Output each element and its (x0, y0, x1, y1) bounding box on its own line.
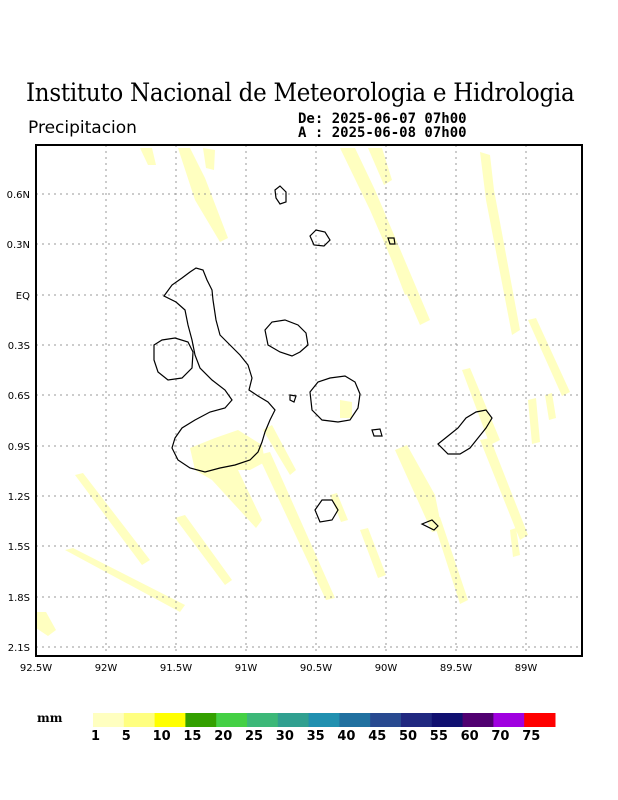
y-tick: 1.2S (8, 492, 30, 503)
y-axis: 0.6N 0.3N EQ 0.3S 0.6S 0.9S 1.2S 1.5S 1.… (7, 190, 31, 654)
legend-swatch (154, 713, 186, 727)
san-cristobal-island (437, 409, 493, 455)
legend-label: 60 (460, 729, 479, 744)
genovesa-island (387, 237, 396, 245)
legend-unit: mm (37, 711, 63, 725)
island-outlines (153, 185, 493, 531)
legend-label: 5 (121, 729, 131, 744)
y-tick: 0.9S (8, 442, 30, 453)
legend-swatch (247, 713, 279, 727)
variable-label: Precipitacion (28, 118, 137, 138)
legend-swatch (431, 713, 464, 727)
x-tick: 92W (95, 663, 118, 674)
y-tick: 2.1S (8, 643, 30, 654)
legend-label: 1 (91, 729, 101, 744)
y-tick: 0.3S (8, 341, 30, 352)
legend-swatch (370, 713, 402, 727)
y-tick: 0.6N (7, 190, 30, 201)
legend-swatch (401, 713, 433, 727)
santa-cruz-island (309, 375, 361, 423)
rabida-island (289, 394, 297, 403)
legend-label: 45 (368, 729, 387, 744)
gridlines (36, 145, 582, 656)
x-tick: 92.5W (20, 663, 52, 674)
espanola-island (420, 519, 439, 531)
pinta-island (274, 185, 287, 205)
legend-swatch (462, 713, 494, 727)
legend-swatch (493, 713, 525, 727)
x-tick: 90.5W (300, 663, 332, 674)
fernandina-island (153, 337, 194, 381)
pinzon-island (371, 428, 383, 437)
legend-label: 55 (429, 729, 448, 744)
y-tick: 1.8S (8, 593, 30, 604)
legend-label: 20 (214, 729, 233, 744)
x-axis: 92.5W 92W 91.5W 91W 90.5W 90W 89.5W 89W (20, 663, 537, 674)
legend-label: 70 (491, 729, 510, 744)
x-tick: 90W (375, 663, 398, 674)
date-from: De: 2025-06-07 07h00 (298, 111, 467, 127)
legend-label: 30 (275, 729, 294, 744)
legend-swatch (216, 713, 248, 727)
legend-swatch (185, 713, 217, 727)
map-frame (35, 144, 583, 657)
legend-label: 25 (245, 729, 264, 744)
date-to: A : 2025-06-08 07h00 (298, 125, 467, 141)
santiago-island (264, 319, 309, 357)
y-tick: 0.6S (8, 391, 30, 402)
y-tick: EQ (16, 291, 30, 302)
legend-label: 40 (337, 729, 356, 744)
legend-swatch (277, 713, 310, 727)
x-tick: 91W (235, 663, 258, 674)
legend-label: 50 (399, 729, 418, 744)
x-tick: 89.5W (440, 663, 472, 674)
y-tick: 0.3N (7, 240, 30, 251)
legend-swatch (123, 713, 156, 727)
precipitation-areas (36, 148, 570, 636)
x-tick: 91.5W (160, 663, 192, 674)
legend-swatch (524, 713, 556, 727)
legend-swatch (93, 713, 125, 727)
y-tick: 1.5S (8, 542, 30, 553)
legend-colorbar (93, 713, 556, 727)
isabela-island (163, 267, 276, 473)
legend-swatch (308, 713, 340, 727)
legend-swatch (339, 713, 371, 727)
x-tick: 89W (515, 663, 538, 674)
legend-label: 10 (152, 729, 171, 744)
date-range: De: 2025-06-07 07h00 A : 2025-06-08 07h0… (298, 112, 467, 140)
page-title: Instituto Nacional de Meteorologia e Hid… (26, 78, 575, 107)
floreana-island (314, 499, 339, 523)
legend-label: 15 (183, 729, 202, 744)
marchena-island (309, 229, 331, 247)
legend-label: 35 (306, 729, 325, 744)
legend-label: 75 (522, 729, 541, 744)
